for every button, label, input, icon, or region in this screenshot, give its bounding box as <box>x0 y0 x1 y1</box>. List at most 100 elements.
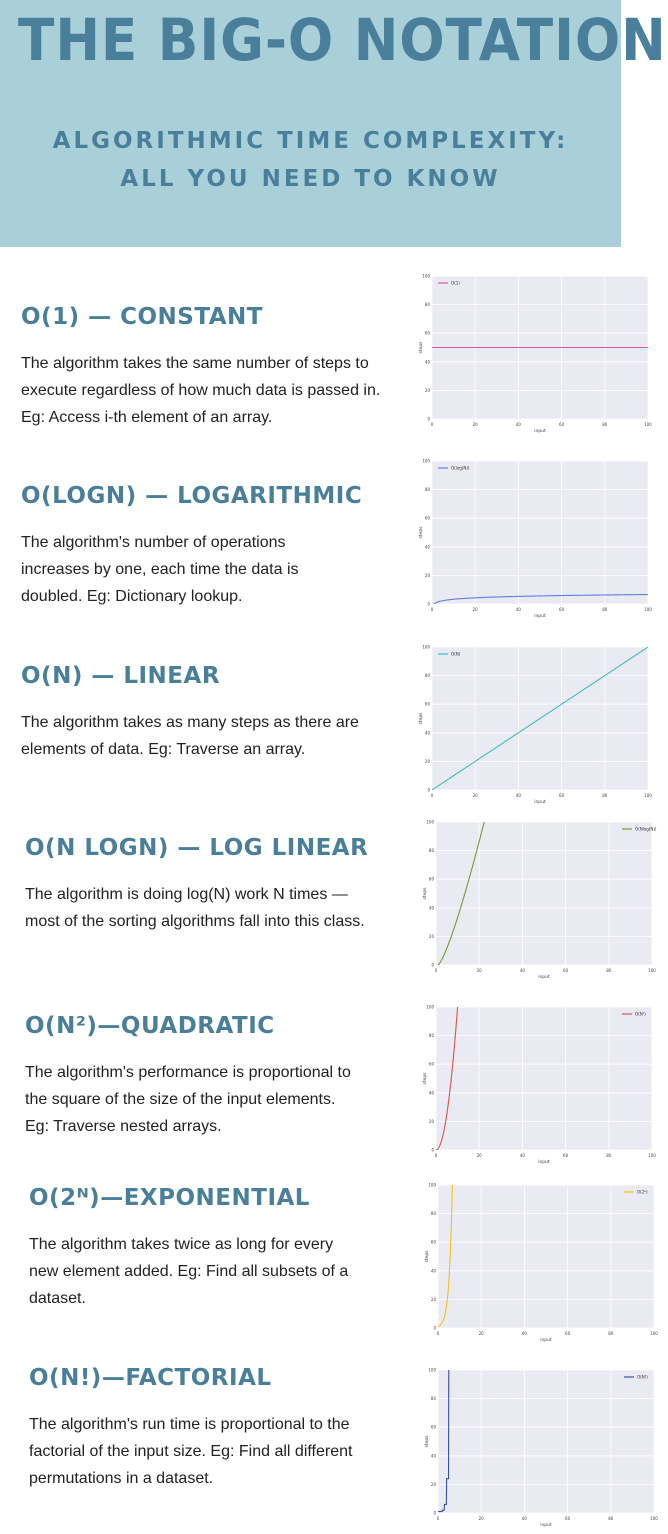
x-tick-label: 80 <box>602 793 608 798</box>
y-tick-label: 80 <box>425 673 431 678</box>
series-line <box>436 822 485 965</box>
y-tick-label: 20 <box>431 1482 437 1487</box>
y-tick-label: 20 <box>431 1297 437 1302</box>
chart-svg: 0 20 40 60 80 100 0 20 40 60 80 100 input steps O(N²) <box>422 1005 656 1166</box>
x-tick-label: 60 <box>559 422 565 427</box>
chart-quadratic: 0 20 40 60 80 100 0 20 40 60 80 100 input steps O(N²) <box>422 999 658 1166</box>
y-tick-label: 0 <box>433 1511 436 1516</box>
y-tick-label: 60 <box>431 1425 437 1430</box>
section-title: O(2ᴺ)—EXPONENTIAL <box>29 1185 310 1211</box>
section-log-linear: O(N LOGN) — LOG LINEAR The algorithm is … <box>25 835 395 935</box>
y-tick-label: 0 <box>431 963 434 968</box>
x-tick-label: 40 <box>520 1153 526 1158</box>
chart-factorial: 0 20 40 60 80 100 0 20 40 60 80 100 input steps O(N!) <box>424 1362 660 1529</box>
y-tick-label: 100 <box>428 1368 436 1373</box>
plot-area <box>438 1370 654 1513</box>
x-tick-label: 0 <box>437 1331 440 1336</box>
x-tick-label: 20 <box>473 422 479 427</box>
x-tick-label: 0 <box>435 968 438 973</box>
section-title: O(N²)—QUADRATIC <box>25 1013 275 1039</box>
section-description: The algorithm's number of operations inc… <box>21 534 299 605</box>
chart-exponential: 0 20 40 60 80 100 0 20 40 60 80 100 input steps O(2ᴺ) <box>424 1177 660 1344</box>
x-tick-label: 60 <box>563 968 569 973</box>
x-axis-label: input <box>538 1159 550 1165</box>
y-tick-label: 80 <box>429 848 435 853</box>
x-tick-label: 40 <box>516 793 522 798</box>
section-description: The algorithm is doing log(N) work N tim… <box>25 886 365 930</box>
x-tick-label: 60 <box>559 793 565 798</box>
y-tick-label: 40 <box>429 905 435 910</box>
y-axis-label: steps <box>422 1072 428 1085</box>
legend-label: O(N²) <box>635 1012 646 1017</box>
legend-label: O(1) <box>451 281 460 286</box>
y-tick-label: 0 <box>431 1148 434 1153</box>
y-tick-label: 60 <box>429 1062 435 1067</box>
y-axis-label: steps <box>418 341 424 354</box>
plot-area <box>432 461 648 604</box>
section-description: The algorithm's run time is proportional… <box>29 1416 353 1487</box>
x-tick-label: 20 <box>479 1331 485 1336</box>
y-tick-label: 100 <box>422 274 430 279</box>
y-tick-label: 20 <box>429 1119 435 1124</box>
y-tick-label: 0 <box>427 602 430 607</box>
plot-area <box>436 1007 652 1150</box>
y-axis-label: steps <box>418 712 424 725</box>
legend-label: O(Nlog(N)) <box>635 827 657 832</box>
x-tick-label: 80 <box>606 968 612 973</box>
x-tick-label: 20 <box>479 1516 485 1521</box>
x-tick-label: 40 <box>516 422 522 427</box>
y-axis-label: steps <box>424 1250 430 1263</box>
y-tick-label: 20 <box>425 573 431 578</box>
page-title: THE BIG-O NOTATION <box>18 6 667 74</box>
x-tick-label: 100 <box>650 1516 658 1521</box>
y-tick-label: 60 <box>429 877 435 882</box>
header-banner: THE BIG-O NOTATION ALGORITHMIC TIME COMP… <box>0 0 667 247</box>
y-tick-label: 60 <box>425 331 431 336</box>
x-tick-label: 20 <box>477 1153 483 1158</box>
section-description: The algorithm takes twice as long for ev… <box>29 1236 349 1307</box>
y-tick-label: 40 <box>425 359 431 364</box>
x-tick-label: 60 <box>559 607 565 612</box>
section-linear: O(N) — LINEAR The algorithm takes as man… <box>21 663 391 763</box>
x-tick-label: 100 <box>650 1331 658 1336</box>
y-tick-label: 100 <box>426 820 434 825</box>
y-tick-label: 80 <box>425 487 431 492</box>
chart-svg: 0 20 40 60 80 100 0 20 40 60 80 100 input steps O(N!) <box>424 1368 658 1529</box>
y-tick-label: 40 <box>425 730 431 735</box>
x-axis-label: input <box>540 1337 552 1343</box>
y-axis-label: steps <box>422 887 428 900</box>
y-tick-label: 60 <box>425 702 431 707</box>
x-tick-label: 40 <box>522 1331 528 1336</box>
x-tick-label: 100 <box>644 607 652 612</box>
x-axis-label: input <box>538 974 550 980</box>
chart-linear: 0 20 40 60 80 100 0 20 40 60 80 100 input steps O(N) <box>418 639 654 806</box>
y-tick-label: 100 <box>422 459 430 464</box>
y-tick-label: 40 <box>425 544 431 549</box>
page-subtitle-line2: ALL YOU NEED TO KNOW <box>120 166 501 192</box>
x-tick-label: 40 <box>516 607 522 612</box>
y-tick-label: 20 <box>425 759 431 764</box>
x-axis-label: input <box>534 799 546 805</box>
chart-svg: 0 20 40 60 80 100 0 20 40 60 80 100 input steps O(N) <box>418 645 652 806</box>
x-tick-label: 100 <box>648 1153 656 1158</box>
y-tick-label: 100 <box>422 645 430 650</box>
x-tick-label: 80 <box>602 422 608 427</box>
x-tick-label: 80 <box>608 1331 614 1336</box>
x-axis-label: input <box>534 613 546 619</box>
x-tick-label: 0 <box>437 1516 440 1521</box>
section-title: O(1) — CONSTANT <box>21 304 263 330</box>
x-axis-label: input <box>540 1522 552 1528</box>
legend-label: O(N) <box>451 652 461 657</box>
x-tick-label: 80 <box>602 607 608 612</box>
chart-svg: 0 20 40 60 80 100 0 20 40 60 80 100 input steps O(log(… <box>418 459 652 620</box>
x-tick-label: 100 <box>644 422 652 427</box>
x-tick-label: 80 <box>606 1153 612 1158</box>
chart-svg: 0 20 40 60 80 100 0 20 40 60 80 100 input steps O(1) <box>418 274 652 435</box>
x-tick-label: 0 <box>431 793 434 798</box>
chart-svg: 0 20 40 60 80 100 0 20 40 60 80 100 input steps O(Nlog… <box>422 820 657 981</box>
chart-log-linear: 0 20 40 60 80 100 0 20 40 60 80 100 input steps O(Nlog… <box>422 814 658 981</box>
x-tick-label: 60 <box>565 1331 571 1336</box>
series-line <box>432 647 648 790</box>
y-tick-label: 40 <box>429 1090 435 1095</box>
x-tick-label: 0 <box>431 422 434 427</box>
